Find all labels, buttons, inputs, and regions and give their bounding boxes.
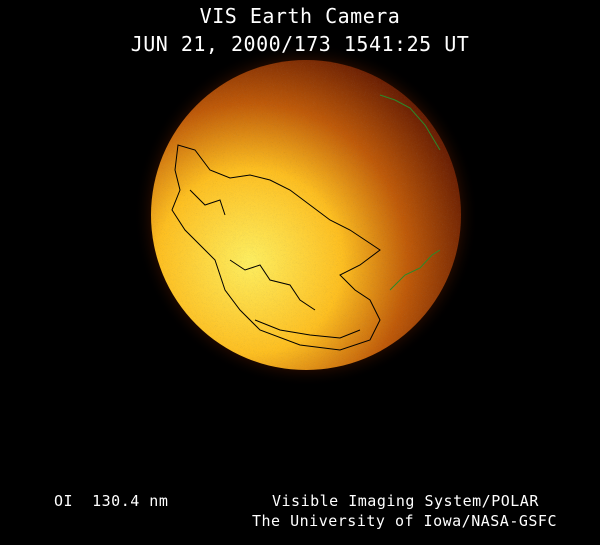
coastline-overlay (171, 144, 381, 351)
image-title: VIS Earth Camera (199, 4, 401, 28)
credit-line-1: Visible Imaging System/POLAR (272, 492, 539, 510)
image-timestamp: JUN 21, 2000/173 1541:25 UT (130, 32, 470, 56)
credit-line-2: The University of Iowa/NASA-GSFC (252, 512, 557, 530)
wavelength-label: OI 130.4 nm (54, 492, 169, 510)
aurora-overlay (379, 94, 441, 291)
image-noise (151, 60, 461, 370)
